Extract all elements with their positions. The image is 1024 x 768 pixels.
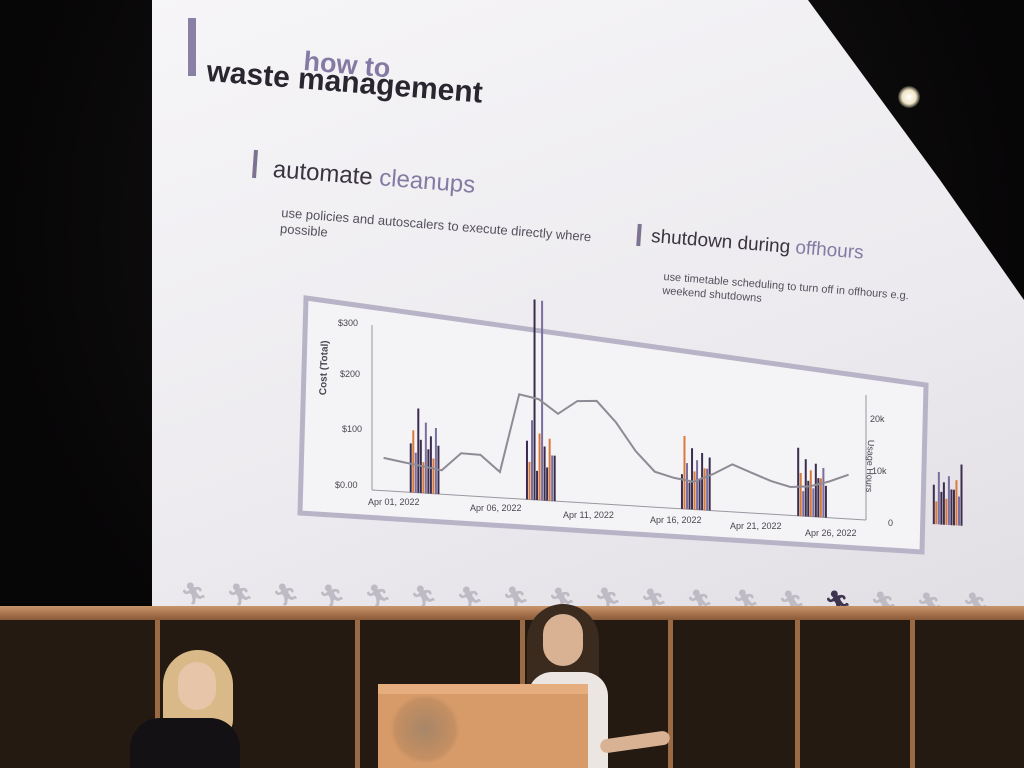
stage-post bbox=[668, 620, 673, 768]
podium-plant-graphic bbox=[390, 694, 460, 764]
y-tick-label: $200 bbox=[340, 369, 361, 379]
y2-tick-label: 20k bbox=[870, 414, 885, 424]
y-tick-label: $100 bbox=[342, 424, 363, 434]
stage-light bbox=[898, 86, 920, 108]
runner-icon: 🏃︎ bbox=[226, 581, 254, 607]
presenter-left-body bbox=[130, 718, 240, 768]
x-tick-label: Apr 06, 2022 bbox=[470, 503, 522, 513]
y2-tick-label: 0 bbox=[888, 518, 894, 528]
presenter-left-face bbox=[178, 662, 216, 710]
runner-icon: 🏃︎ bbox=[272, 582, 300, 608]
stage-post bbox=[155, 620, 160, 768]
x-tick-label: Apr 26, 2022 bbox=[805, 528, 857, 538]
runner-icon: 🏃︎ bbox=[180, 581, 208, 606]
x-tick-label: Apr 21, 2022 bbox=[730, 521, 782, 531]
x-tick-label: Apr 16, 2022 bbox=[650, 515, 702, 525]
x-tick-label: Apr 01, 2022 bbox=[368, 497, 420, 507]
bar-layer bbox=[409, 299, 963, 526]
chart-frame bbox=[297, 295, 929, 555]
y-tick-label: $300 bbox=[338, 318, 359, 328]
cost-line bbox=[383, 393, 849, 489]
stage-post bbox=[355, 620, 360, 768]
stage-post bbox=[910, 620, 915, 768]
runner-icon: 🏃︎ bbox=[410, 584, 438, 609]
runner-icon: 🏃︎ bbox=[456, 584, 484, 610]
y-axis-label: Cost (Total) bbox=[318, 340, 331, 396]
x-axis bbox=[371, 489, 867, 521]
y2-tick-label: 10k bbox=[872, 466, 887, 476]
runner-icon: 🏃︎ bbox=[318, 582, 346, 608]
stage-post bbox=[795, 620, 800, 768]
title-accent-bar bbox=[188, 18, 196, 76]
runner-icon: 🏃︎ bbox=[364, 583, 392, 609]
y-tick-label: $0.00 bbox=[335, 480, 358, 490]
podium-top bbox=[378, 684, 588, 694]
stage-edge bbox=[0, 606, 1024, 620]
presenter-right-face bbox=[543, 614, 583, 666]
x-tick-label: Apr 11, 2022 bbox=[563, 510, 614, 520]
